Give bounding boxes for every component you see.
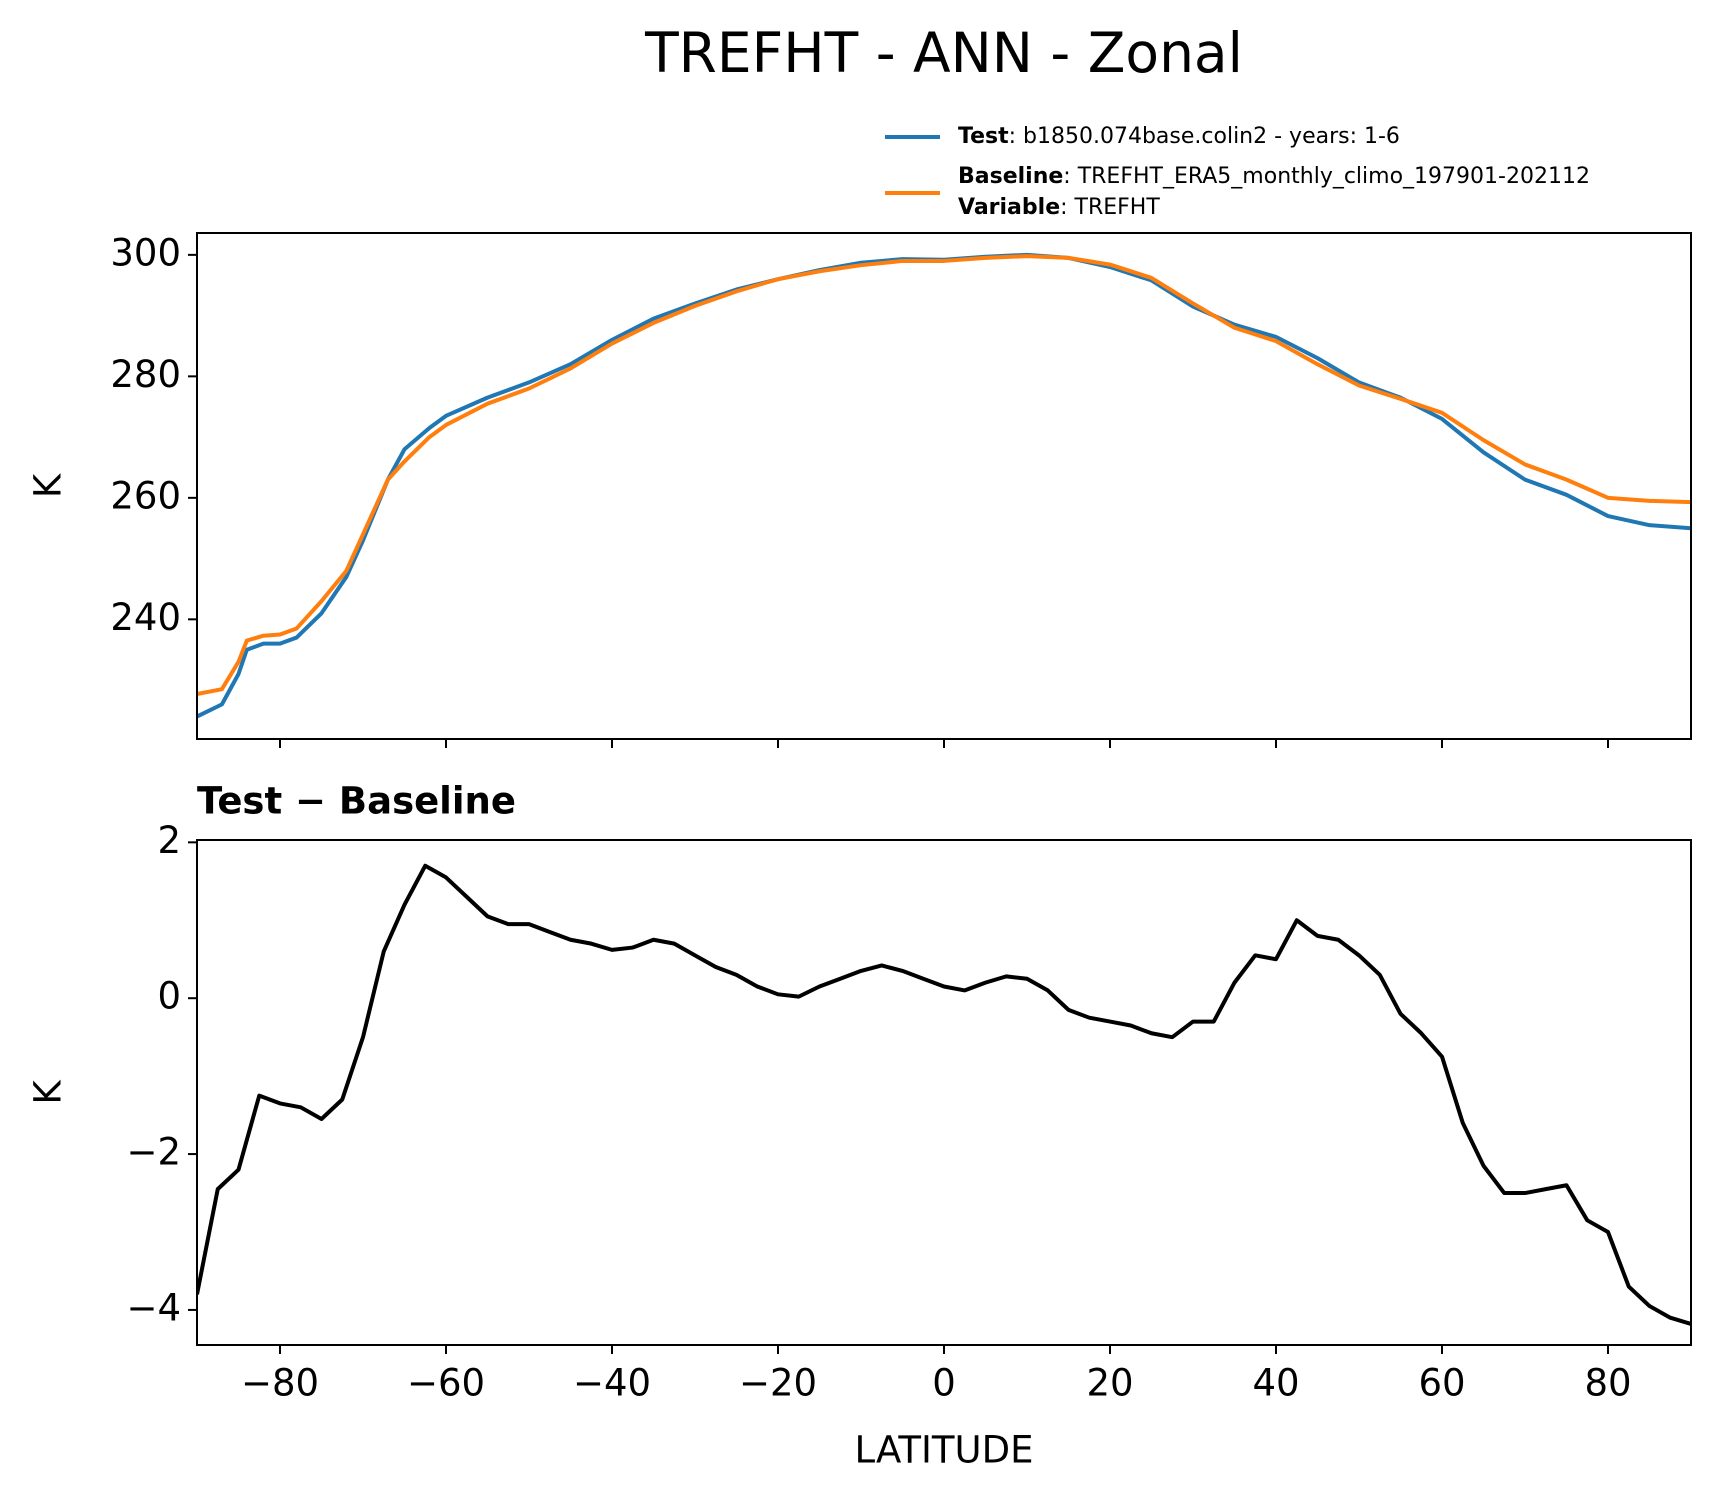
x-axis-label: LATITUDE (855, 1429, 1034, 1472)
legend-entry: Test: b1850.074base.colin2 - years: 1-6 (958, 124, 1400, 149)
legend-name: Variable (958, 195, 1060, 220)
y-tick-label: −4 (126, 1286, 181, 1329)
y-tick-label: 240 (110, 596, 181, 639)
data-line (197, 254, 1691, 697)
panel-title: Test − Baseline (197, 780, 516, 823)
data-line (197, 863, 1691, 1326)
x-tick-label: 40 (1252, 1362, 1299, 1405)
y-axis-label: K (27, 1079, 70, 1105)
x-tick-label: 0 (932, 1362, 956, 1405)
legend-text: : TREFHT (1060, 195, 1160, 220)
legend-name: Test (958, 124, 1009, 149)
legend-text: : b1850.074base.colin2 - years: 1-6 (1009, 124, 1400, 149)
y-tick-label: 280 (110, 353, 181, 396)
legend-entry: Baseline: TREFHT_ERA5_monthly_climo_1979… (958, 164, 1590, 189)
x-tick-label: −80 (241, 1362, 319, 1405)
x-tick-label: 80 (1584, 1362, 1631, 1405)
legend: Test: b1850.074base.colin2 - years: 1-6 … (885, 124, 1590, 220)
y-tick-label: 0 (157, 975, 181, 1018)
figure-title: TREFHT - ANN - Zonal (644, 21, 1243, 85)
legend-name: Baseline (958, 164, 1063, 189)
x-tick-label: 20 (1086, 1362, 1133, 1405)
y-tick-label: 300 (110, 231, 181, 274)
x-tick-label: −60 (407, 1362, 485, 1405)
x-tick-label: 60 (1418, 1362, 1465, 1405)
x-tick-label: −40 (573, 1362, 651, 1405)
legend-text: : TREFHT_ERA5_monthly_climo_197901-20211… (1063, 164, 1590, 189)
axes-frame (196, 839, 1692, 1346)
axes-frame (196, 232, 1692, 740)
x-tick-label: −20 (739, 1362, 817, 1405)
y-axis-label: K (27, 472, 70, 498)
y-tick-label: −2 (126, 1131, 181, 1174)
y-tick-label: 260 (110, 474, 181, 517)
legend-entry: Variable: TREFHT (958, 195, 1160, 220)
y-tick-label: 2 (157, 819, 181, 862)
